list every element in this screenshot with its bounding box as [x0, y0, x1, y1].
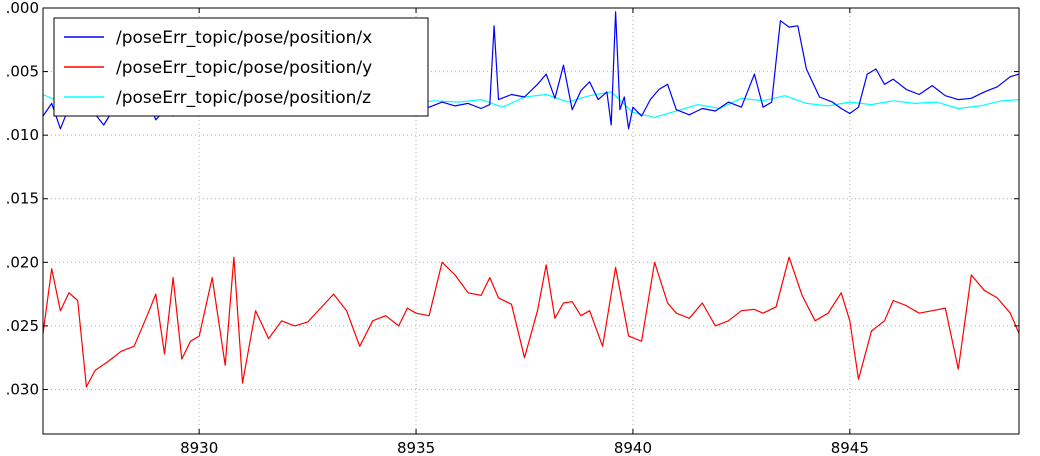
- y-tick-label: .025: [6, 317, 39, 335]
- legend-label: /poseErr_topic/pose/position/z: [116, 88, 371, 108]
- legend-box: [53, 17, 429, 117]
- axis-ticks: 8930 8935 8940 8945 .000 .005 .010 .015 .020 .025…: [6, 0, 1019, 456]
- y-tick-label: .010: [6, 126, 39, 144]
- legend: /poseErr_topic/pose/position/x/poseErr_t…: [53, 17, 429, 117]
- x-tick-label: 8935: [397, 439, 435, 456]
- y-tick-label: .015: [6, 190, 39, 208]
- x-tick-label: 8945: [831, 439, 869, 456]
- legend-label: /poseErr_topic/pose/position/x: [116, 28, 372, 48]
- y-tick-label: .005: [6, 63, 39, 81]
- axes-frame: [42, 7, 1020, 435]
- series-line-y: [43, 256, 1019, 388]
- x-tick-label: 8930: [180, 439, 218, 456]
- y-tick-label: .030: [6, 380, 39, 398]
- y-tick-label: .000: [6, 0, 39, 17]
- legend-label: /poseErr_topic/pose/position/y: [116, 58, 372, 78]
- x-tick-label: 8940: [614, 439, 652, 456]
- y-tick-label: .020: [6, 253, 39, 271]
